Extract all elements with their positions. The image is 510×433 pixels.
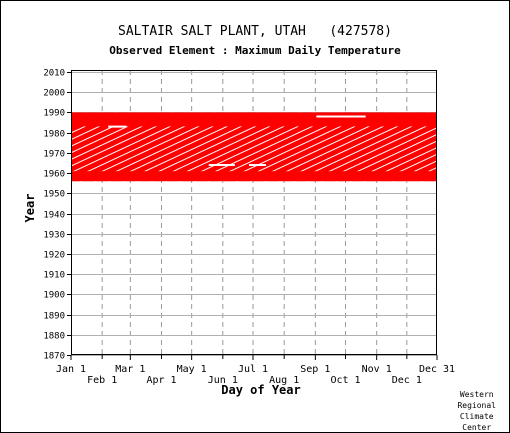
- y-tick-label: 1880: [43, 332, 65, 342]
- y-tick-label: 1990: [43, 109, 65, 119]
- x-tick-label: May 1: [177, 364, 207, 375]
- credit-line: Regional: [457, 401, 496, 410]
- y-tick-label: 1910: [43, 271, 65, 281]
- y-axis-label: Year: [23, 194, 37, 223]
- data-points: [72, 112, 437, 182]
- chart-title: SALTAIR SALT PLANT, UTAH (427578): [118, 24, 392, 39]
- x-tick-label: Mar 1: [115, 364, 145, 375]
- y-tick-label: 2010: [43, 69, 65, 79]
- x-tick-label: Dec 31: [419, 364, 455, 375]
- credit-line: Climate: [459, 412, 494, 421]
- data-band-solid: [72, 171, 437, 182]
- x-tick-label: Feb 1: [87, 375, 117, 386]
- y-tick-label: 1960: [43, 170, 65, 180]
- y-tick-label: 1930: [43, 231, 65, 241]
- x-axis-label: Day of Year: [221, 383, 300, 397]
- plot-border: [71, 70, 437, 355]
- chart-subtitle: Observed Element : Maximum Daily Tempera…: [109, 44, 401, 57]
- x-tick-label: Jun 1: [208, 375, 238, 386]
- x-tick-label: Aug 1: [269, 375, 299, 386]
- y-tick-label: 1870: [43, 352, 65, 362]
- x-tick-label: Jan 1: [56, 364, 86, 375]
- x-tick-label: Oct 1: [330, 375, 360, 386]
- x-tick-label: Nov 1: [362, 364, 392, 375]
- y-tick-label: 1890: [43, 312, 65, 322]
- credit-line: Center: [462, 423, 492, 432]
- axes: 2010 2000 1990 1980 1970 1960 1950 1940 1930 1920…: [43, 69, 455, 387]
- y-tick-label: 1970: [43, 150, 65, 160]
- credit-block: Western Regional Climate Center: [457, 389, 496, 433]
- x-tick-label: Apr 1: [146, 375, 176, 386]
- y-tick-label: 2000: [43, 89, 65, 99]
- x-tick-label: Dec 1: [392, 375, 422, 386]
- y-tick-label: 1900: [43, 291, 65, 301]
- x-tick-label: Jul 1: [238, 364, 268, 375]
- data-band-solid: [72, 112, 437, 127]
- y-tick-label: 1920: [43, 251, 65, 261]
- y-tick-label: 1950: [43, 190, 65, 200]
- x-tick-label: Sep 1: [300, 364, 330, 375]
- credit-line: Western: [459, 390, 494, 399]
- y-tick-label: 1980: [43, 130, 65, 140]
- y-tick-label: 1940: [43, 211, 65, 221]
